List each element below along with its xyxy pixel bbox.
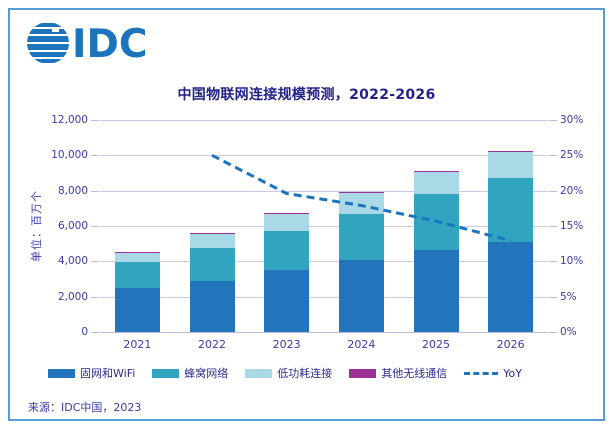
bar-segment <box>488 241 534 332</box>
legend-swatch <box>349 368 377 378</box>
legend-swatch <box>245 368 273 378</box>
bar-segment <box>189 248 235 281</box>
gridline <box>100 226 548 227</box>
y-tick-mark-left <box>91 261 99 263</box>
gridline <box>100 120 548 121</box>
x-axis-label-2021: 2021 <box>123 338 152 351</box>
legend-item-1: 固网和WiFi <box>48 365 135 381</box>
y-tick-mark-right <box>549 261 557 263</box>
yoy-line <box>211 153 512 243</box>
bar-segment <box>488 150 534 152</box>
bar-segment <box>338 192 384 194</box>
plot-area <box>91 120 557 333</box>
bar-segment <box>488 178 534 242</box>
y-tick-mark-left <box>91 226 99 227</box>
bar-segment <box>189 280 235 332</box>
y-axis-tick-left: 4,000 <box>57 255 88 268</box>
bar-segment <box>264 270 310 332</box>
y-axis-tick-right: 0% <box>560 326 577 338</box>
bar-segment <box>413 171 459 195</box>
x-axis-label-2026: 2026 <box>496 338 525 351</box>
bar-segment <box>114 262 160 288</box>
card-border <box>8 8 605 421</box>
y-tick-mark-left <box>91 332 99 333</box>
gridline <box>100 190 548 192</box>
bar-segment <box>189 232 235 234</box>
stacked-bar-2025 <box>413 120 459 332</box>
legend-label: 蜂窝网络 <box>184 367 229 380</box>
y-tick-mark-left <box>91 155 99 157</box>
x-axis-label-2022: 2022 <box>198 338 226 351</box>
legend-item-yoy: YoY <box>464 367 522 380</box>
gridline <box>100 332 548 333</box>
gridline <box>100 261 548 263</box>
legend-swatch <box>48 368 75 378</box>
gridline <box>100 296 548 298</box>
bar-segment <box>264 231 310 271</box>
y-axis-tick-left: 8,000 <box>57 184 88 197</box>
x-axis-label-2024: 2024 <box>347 338 376 351</box>
legend-item-4: 其他无线通信 <box>349 365 447 381</box>
y-axis-tick-left: 10,000 <box>51 149 88 162</box>
bar-segment <box>488 151 534 179</box>
x-axis-label-2025: 2025 <box>422 338 450 351</box>
bar-segment <box>413 170 459 172</box>
bar-segment <box>338 213 384 260</box>
y-axis-tick-left: 12,000 <box>51 114 88 126</box>
stacked-bar-2026 <box>488 120 534 332</box>
chart-legend: 固网和WiFi 蜂窝网络 低功耗连接 其他无线通信 YoY <box>48 364 522 382</box>
y-axis-tick-left: 0 <box>81 326 88 338</box>
legend-label: 固网和WiFi <box>80 367 136 380</box>
stacked-bar-2021 <box>114 120 160 332</box>
legend-item-2: 蜂窝网络 <box>152 365 228 381</box>
idc-logo: IDC <box>27 22 148 67</box>
bar-segment <box>338 259 384 332</box>
y-axis-tick-right: 5% <box>560 290 577 303</box>
stacked-bar-2022 <box>189 120 235 332</box>
y-tick-mark-right <box>549 332 557 333</box>
y-axis-tick-right: 25% <box>560 149 584 162</box>
x-axis-label-2023: 2023 <box>272 338 301 351</box>
bar-segment <box>114 287 160 332</box>
y-axis-tick-right: 30% <box>560 114 584 126</box>
legend-label: 其他无线通信 <box>381 367 448 380</box>
gridline <box>100 155 548 157</box>
y-tick-mark-right <box>549 190 557 192</box>
legend-dashed-swatch <box>464 371 499 375</box>
y-axis-tick-right: 10% <box>560 255 584 268</box>
y-tick-mark-left <box>91 120 99 121</box>
source-note: 来源：IDC中国，2023 <box>28 401 142 414</box>
idc-logo-text: IDC <box>72 22 148 67</box>
legend-label: YoY <box>503 366 522 380</box>
bar-segment <box>114 252 160 263</box>
bar-segment <box>264 214 310 232</box>
y-tick-mark-left <box>91 296 99 298</box>
y-axis-tick-left: 2,000 <box>57 290 88 303</box>
y-tick-mark-right <box>549 155 557 157</box>
chart-title: 中国物联网连接规模预测，2022-2026 <box>177 87 436 103</box>
bar-segment <box>114 251 160 253</box>
bar-segment <box>189 233 235 249</box>
stacked-bar-2023 <box>264 120 310 332</box>
y-tick-mark-right <box>549 120 557 121</box>
legend-item-3: 低功耗连接 <box>245 365 332 381</box>
y-tick-mark-right <box>549 296 557 298</box>
y-axis-tick-right: 20% <box>560 184 584 197</box>
legend-swatch <box>152 368 180 378</box>
globe-icon <box>27 23 69 63</box>
yoy-dashed-polyline <box>211 153 512 243</box>
bar-segment <box>264 213 310 215</box>
legend-label: 低功耗连接 <box>277 367 333 380</box>
y-tick-mark-left <box>91 190 99 192</box>
y-axis-tick-left: 6,000 <box>57 220 88 232</box>
y-tick-mark-right <box>549 226 557 227</box>
bar-segment <box>413 249 459 332</box>
y-axis-tick-right: 15% <box>560 220 584 232</box>
